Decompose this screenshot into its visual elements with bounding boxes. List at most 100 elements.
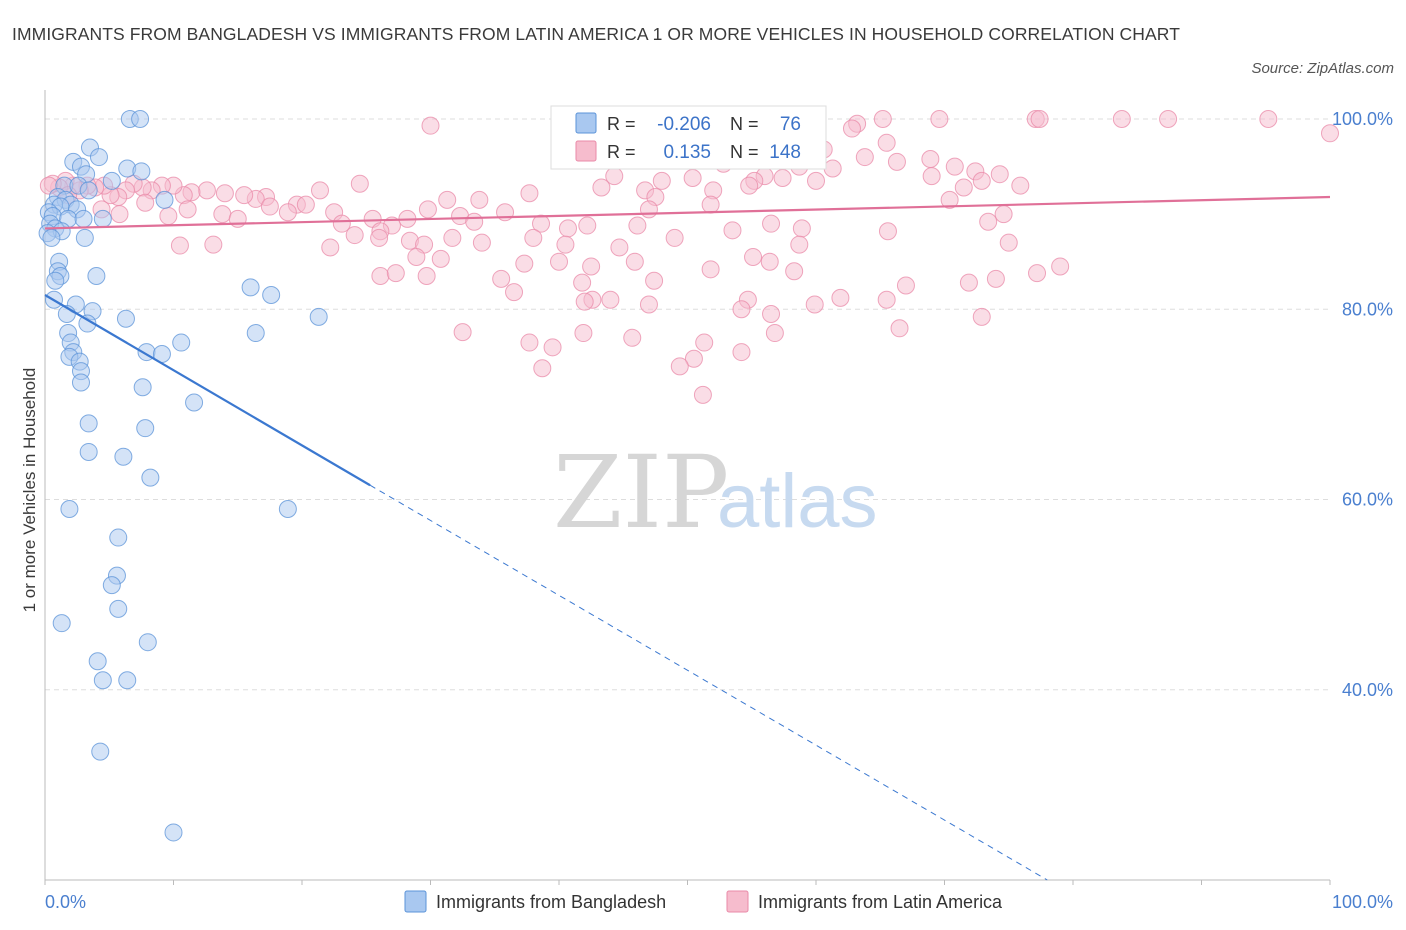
y-tick-labels: 100.0% 80.0% 60.0% 40.0% (1332, 109, 1393, 700)
point-latam-120 (407, 247, 426, 266)
point-bangladesh-63 (60, 500, 79, 519)
point-latam-111 (524, 228, 543, 247)
point-latam-123 (550, 252, 568, 271)
stats-n-label-latam: N = (730, 142, 759, 162)
point-bangladesh-61 (114, 447, 133, 466)
trend-line-bangladesh (44, 294, 371, 487)
point-latam-113 (610, 238, 629, 257)
point-bangladesh-36 (241, 278, 260, 297)
legend-label-bangladesh: Immigrants from Bangladesh (436, 892, 666, 912)
point-latam-5 (1112, 110, 1131, 129)
point-latam-1 (873, 110, 892, 129)
stats-n-label-bangladesh: N = (730, 114, 759, 134)
point-latam-119 (321, 238, 340, 257)
point-latam-132 (371, 266, 390, 285)
stats-n-value-latam: 148 (769, 142, 801, 163)
point-latam-7 (1259, 110, 1278, 129)
point-bangladesh-74 (91, 742, 110, 761)
point-bangladesh-16 (155, 190, 174, 209)
watermark-zip: ZIP (553, 434, 729, 551)
point-latam-81 (213, 205, 232, 224)
stats-box-frame (550, 105, 827, 170)
point-latam-95 (532, 214, 551, 233)
point-latam-39 (972, 171, 991, 190)
point-bangladesh-64 (278, 500, 297, 519)
point-bangladesh-70 (138, 633, 157, 652)
legend-swatch-bangladesh (404, 890, 427, 913)
point-latam-160 (693, 385, 712, 404)
y-tick-label-3: 40.0% (1342, 680, 1393, 700)
chart-source: Source: ZipAtlas.com (1251, 60, 1394, 77)
point-latam-130 (1028, 264, 1047, 283)
point-latam-96 (558, 219, 577, 238)
point-bangladesh-41 (309, 307, 328, 326)
point-latam-117 (170, 236, 189, 255)
point-latam-18 (921, 149, 940, 168)
point-latam-110 (472, 233, 491, 252)
point-latam-43 (639, 200, 658, 219)
point-latam-154 (765, 324, 784, 343)
point-bangladesh-68 (109, 599, 128, 618)
point-latam-6 (1159, 110, 1178, 129)
point-latam-134 (417, 266, 436, 285)
point-latam-47 (418, 200, 437, 219)
point-bangladesh-69 (52, 614, 71, 633)
point-latam-98 (628, 216, 647, 235)
point-latam-24 (990, 165, 1009, 184)
point-latam-4 (1030, 110, 1049, 129)
point-latam-87 (332, 214, 351, 233)
point-latam-104 (878, 222, 897, 241)
stats-box: R = -0.206 N = 76 R = 0.135 N = 148 (550, 105, 827, 170)
watermark: ZIP atlas (553, 434, 878, 551)
point-latam-165 (543, 338, 562, 357)
point-latam-125 (625, 252, 644, 271)
point-latam-93 (465, 212, 484, 231)
point-latam-41 (940, 190, 959, 209)
point-latam-105 (345, 226, 364, 245)
point-latam-140 (959, 273, 978, 292)
legend-swatch-latam (726, 890, 749, 913)
point-latam-124 (582, 257, 601, 276)
point-latam-45 (470, 190, 489, 209)
point-latam-38 (954, 178, 973, 197)
y-axis-label: 1 or more Vehicles in Household (20, 368, 39, 613)
point-latam-106 (370, 228, 389, 247)
stats-r-value-latam: 0.135 (663, 142, 711, 163)
point-latam-16 (855, 148, 874, 167)
point-latam-147 (732, 300, 751, 319)
point-latam-166 (1321, 124, 1339, 143)
trend-line-bangladesh-extension (369, 484, 1048, 881)
point-bangladesh-55 (71, 373, 90, 392)
point-bangladesh-1 (131, 110, 150, 129)
stats-n-value-bangladesh: 76 (780, 114, 801, 135)
point-bangladesh-3 (89, 148, 108, 167)
point-latam-116 (999, 233, 1018, 252)
series-latin-america-points (39, 110, 1339, 404)
point-bangladesh-30 (75, 228, 94, 247)
point-latam-128 (785, 262, 804, 281)
point-latam-114 (665, 228, 684, 247)
stats-r-value-bangladesh: -0.206 (657, 114, 711, 135)
point-latam-156 (695, 333, 714, 352)
point-latam-127 (760, 252, 779, 271)
point-latam-163 (520, 333, 539, 352)
stats-swatch-bangladesh (575, 112, 597, 134)
point-bangladesh-72 (93, 671, 112, 690)
point-latam-164 (533, 359, 552, 378)
point-latam-135 (492, 269, 511, 288)
point-latam-131 (986, 269, 1005, 288)
point-latam-10 (842, 119, 861, 138)
point-latam-161 (574, 324, 593, 343)
stats-swatch-latam (575, 140, 597, 162)
point-bangladesh-60 (79, 442, 98, 461)
point-latam-137 (645, 271, 664, 290)
point-bangladesh-67 (102, 576, 121, 595)
point-latam-79 (159, 207, 178, 226)
point-latam-30 (652, 171, 671, 190)
point-latam-158 (684, 349, 703, 368)
point-bangladesh-58 (79, 414, 98, 433)
point-latam-139 (896, 276, 915, 295)
legend-label-latam: Immigrants from Latin America (758, 892, 1003, 912)
point-latam-150 (831, 288, 850, 307)
point-latam-133 (386, 264, 405, 283)
